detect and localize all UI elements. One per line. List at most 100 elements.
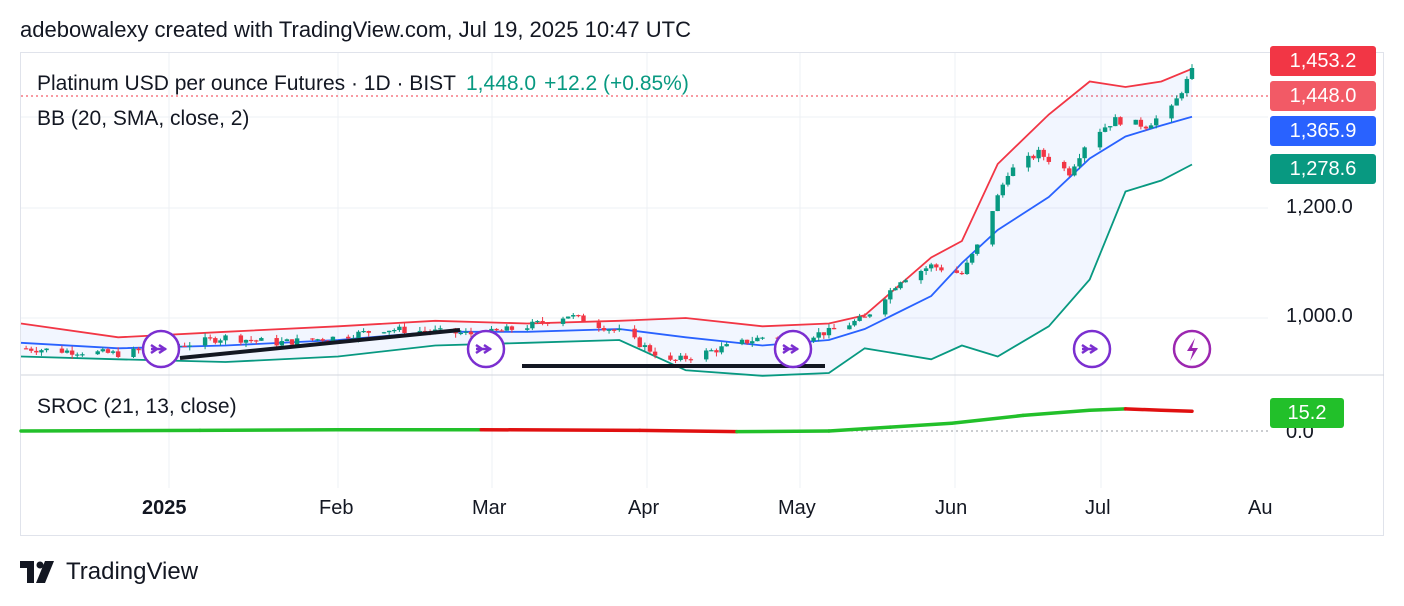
candle-body bbox=[1113, 117, 1118, 127]
candle-body bbox=[1046, 156, 1052, 162]
candle-body bbox=[1169, 105, 1174, 119]
candle-body bbox=[356, 331, 361, 339]
candle-body bbox=[1005, 175, 1011, 185]
candle-body bbox=[105, 349, 111, 353]
candle-body bbox=[187, 345, 192, 347]
chart-attribution: adebowalexy created with TradingView.com… bbox=[20, 17, 691, 42]
sroc-segment bbox=[637, 428, 739, 434]
candle-body bbox=[243, 339, 249, 343]
sroc-segment bbox=[949, 413, 1026, 425]
symbol-legend[interactable]: Platinum USD per ounce Futures · 1D · BI… bbox=[37, 72, 689, 96]
sroc-legend[interactable]: SROC (21, 13, close) bbox=[37, 395, 237, 418]
candle-body bbox=[525, 328, 530, 330]
candle-body bbox=[724, 344, 729, 347]
candle-body bbox=[755, 337, 760, 342]
candle-body bbox=[811, 337, 816, 342]
candle-body bbox=[939, 267, 944, 271]
footer-brand[interactable]: TradingView bbox=[20, 558, 198, 586]
candle-body bbox=[632, 328, 637, 338]
candle-body bbox=[34, 350, 39, 353]
event-icon-dividend[interactable] bbox=[466, 329, 506, 369]
candle-body bbox=[847, 325, 852, 330]
candle-body bbox=[678, 355, 683, 360]
candle-body bbox=[831, 327, 837, 330]
candle-body bbox=[320, 339, 325, 341]
candle-body bbox=[1107, 126, 1113, 128]
x-tick-label: 2025 bbox=[142, 497, 187, 519]
candle-body bbox=[617, 328, 622, 331]
candle-body bbox=[284, 339, 290, 342]
candle-body bbox=[346, 336, 351, 339]
trendline[interactable] bbox=[179, 328, 461, 360]
candle-body bbox=[1077, 158, 1082, 167]
x-tick-label: Feb bbox=[319, 497, 354, 519]
candle-body bbox=[688, 359, 694, 361]
event-icon-dividend[interactable] bbox=[1072, 329, 1112, 369]
last-price: 1,448.0 bbox=[466, 72, 537, 95]
candle-body bbox=[760, 337, 765, 339]
candle-body bbox=[289, 339, 295, 345]
candle-body bbox=[1067, 168, 1072, 176]
candle-body bbox=[386, 330, 392, 333]
candle-body bbox=[136, 348, 141, 351]
candle-body bbox=[1097, 131, 1103, 148]
candle-body bbox=[392, 330, 397, 332]
candle-body bbox=[223, 335, 228, 341]
sroc-segment bbox=[479, 427, 642, 433]
candle-body bbox=[80, 354, 85, 356]
candle-body bbox=[248, 339, 254, 342]
candle-body bbox=[652, 351, 658, 356]
brand-name: TradingView bbox=[66, 558, 199, 585]
candle-body bbox=[739, 339, 745, 345]
candle-body bbox=[929, 264, 934, 269]
x-tick-label: Jun bbox=[935, 497, 968, 519]
sroc-segment bbox=[735, 429, 831, 434]
bb-legend[interactable]: BB (20, SMA, close, 2) bbox=[37, 107, 250, 130]
candle-body bbox=[509, 326, 515, 330]
candle-body bbox=[1148, 125, 1154, 129]
candle-body bbox=[714, 350, 719, 353]
candle-body bbox=[1000, 184, 1005, 196]
candle-body bbox=[59, 348, 65, 353]
candle-body bbox=[852, 320, 857, 326]
candle-body bbox=[596, 322, 602, 329]
candle-body bbox=[903, 280, 908, 283]
bb-basis-line bbox=[20, 115, 1193, 350]
candle-body bbox=[816, 332, 821, 338]
candle-body bbox=[540, 320, 545, 323]
candle-body bbox=[259, 338, 264, 341]
candle-body bbox=[857, 316, 862, 321]
event-icon-lightning[interactable] bbox=[1172, 329, 1212, 369]
y-tick-label: 1,200.0 bbox=[1286, 196, 1353, 218]
candle-body bbox=[110, 351, 116, 353]
candle-body bbox=[202, 337, 208, 346]
chart-frame bbox=[20, 52, 1384, 536]
y-tick-label: 1,000.0 bbox=[1286, 305, 1353, 327]
candle-body bbox=[683, 355, 688, 360]
candle-body bbox=[1138, 119, 1144, 127]
candle-body bbox=[821, 332, 827, 336]
candle-body bbox=[499, 330, 504, 332]
candle-body bbox=[704, 350, 709, 360]
event-icon-dividend[interactable] bbox=[773, 329, 813, 369]
sroc-segment bbox=[1123, 407, 1164, 412]
candle-body bbox=[1031, 155, 1036, 159]
candle-body bbox=[1179, 93, 1184, 99]
candle-body bbox=[954, 270, 959, 273]
candle-body bbox=[893, 288, 898, 291]
sroc-value-label: 15.2 bbox=[1270, 398, 1344, 428]
candle-body bbox=[882, 299, 888, 315]
candle-body bbox=[918, 271, 924, 281]
sroc-segment bbox=[19, 428, 202, 433]
candle-body bbox=[468, 331, 474, 335]
candle-body bbox=[44, 348, 49, 351]
event-icon-dividend[interactable] bbox=[141, 329, 181, 369]
candle-body bbox=[975, 244, 980, 254]
last-price-label: 1,448.0 bbox=[1270, 81, 1376, 111]
sroc-segment bbox=[198, 427, 340, 433]
candle-body bbox=[1102, 127, 1108, 132]
candle-body bbox=[647, 345, 653, 352]
candle-body bbox=[1026, 155, 1031, 168]
candle-body bbox=[969, 253, 975, 263]
